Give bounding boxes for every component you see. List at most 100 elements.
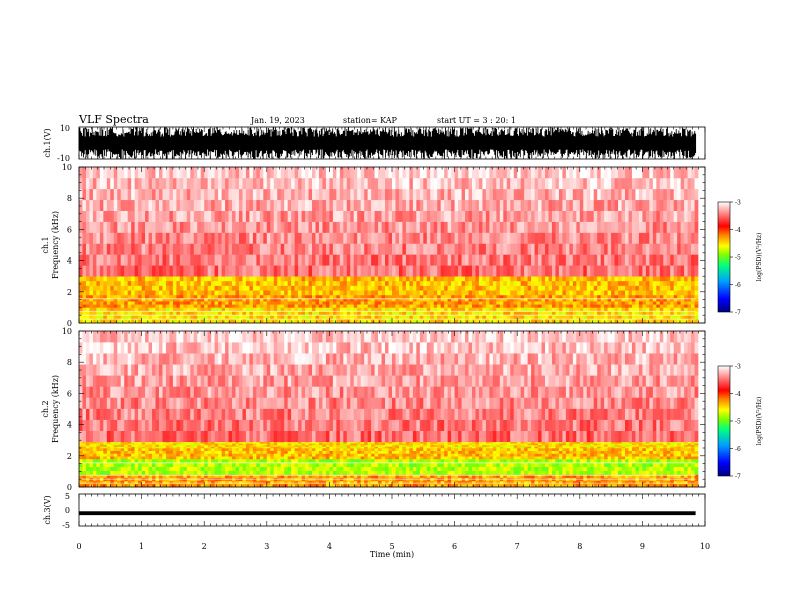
spectrogram-cell [305, 298, 309, 302]
spectrogram-cell [346, 177, 351, 190]
spectrogram-cell [541, 301, 546, 305]
spectrogram-cell [96, 450, 101, 454]
spectrogram-cell [179, 470, 184, 475]
spectrogram-cell [273, 232, 278, 244]
spectrogram-cell [259, 285, 264, 291]
spectrogram-cell [478, 285, 483, 291]
spectrogram-cell [638, 301, 643, 305]
spectrogram-cell [461, 188, 466, 201]
spectrogram-cell [520, 276, 525, 282]
spectrogram-cell [214, 466, 219, 471]
spectrogram-cell [447, 199, 452, 211]
spectrogram-cell [510, 301, 515, 305]
spectrogram-cell [79, 470, 83, 475]
spectrogram-cell [510, 188, 515, 201]
spectrogram-cell [165, 307, 170, 312]
spectrogram-cell [89, 419, 94, 431]
spectrogram-cell [385, 188, 389, 201]
spectrogram-cell [517, 232, 521, 244]
spectrogram-cell [378, 285, 382, 291]
spectrogram-cell [207, 232, 212, 244]
spectrogram-cell [169, 254, 174, 266]
spectrogram-cell [190, 448, 195, 452]
spectrogram-cell [656, 315, 661, 320]
spectrogram-cell [103, 458, 108, 464]
spectrogram-cell [548, 285, 553, 291]
spectrogram-cell [183, 177, 188, 190]
spectrogram-cell [82, 280, 87, 286]
spectrogram-cell [266, 276, 271, 282]
spectrogram-cell [656, 304, 661, 308]
spectrogram-cell [343, 221, 348, 233]
spectrogram-cell [569, 199, 574, 211]
spectrogram-cell [99, 466, 104, 471]
spectrogram-cell [593, 232, 598, 244]
spectrogram-cell [165, 458, 170, 464]
spectrogram-cell [541, 311, 546, 316]
spectrogram-cell [621, 285, 626, 291]
spectrogram-cell [677, 199, 681, 211]
spectrogram-cell [124, 419, 128, 431]
spectrogram-cell [270, 265, 275, 277]
spectrogram-cell [85, 315, 90, 320]
spectrogram-cell [625, 232, 629, 244]
spectrogram-cell [555, 188, 560, 201]
spectrogram-cell [579, 307, 584, 312]
spectrogram-cell [506, 188, 511, 201]
spectrogram-cell [510, 221, 515, 233]
spectrogram-cell [510, 294, 515, 299]
spectrogram-cell [325, 243, 330, 255]
spectrogram-cell [638, 290, 643, 296]
spectrogram-cell [409, 177, 414, 190]
spectrogram-cell [451, 285, 455, 291]
spectrogram-cell [256, 290, 261, 296]
spectrogram-cell [179, 276, 184, 282]
spectrogram-cell [649, 315, 654, 320]
spectrogram-cell [124, 441, 128, 444]
spectrogram-cell [583, 167, 588, 179]
spectrogram-cell [190, 443, 195, 446]
spectrogram-cell [565, 254, 570, 266]
spectrogram-cell [381, 167, 386, 179]
spectrogram-cell [124, 408, 128, 420]
spectrogram-cell [506, 285, 511, 291]
spectrogram-cell [691, 298, 695, 302]
spectrogram-cell [193, 177, 198, 190]
spectrogram-cell [405, 280, 410, 286]
spectrogram-cell [117, 199, 122, 211]
spectrogram-cell [576, 294, 581, 299]
spectrogram-cell [291, 210, 295, 222]
spectrogram-cell [131, 210, 135, 222]
spectrogram-cell [496, 254, 501, 266]
spectrogram-cell [527, 265, 532, 277]
spectrogram-cell [256, 294, 261, 299]
spectrogram-cell [374, 304, 379, 308]
spectrogram-cell [440, 265, 445, 277]
spectrogram-cell [558, 177, 563, 190]
spectrogram-cell [551, 307, 556, 312]
spectrogram-cell [110, 397, 115, 409]
spectrogram-cell [548, 290, 553, 296]
spectrogram-cell [138, 199, 142, 211]
spectrogram-cell [541, 221, 546, 233]
spectrogram-cell [322, 304, 327, 308]
spectrogram-cell [207, 456, 212, 460]
spectrogram-cell [291, 243, 295, 255]
spectrogram-cell [218, 315, 222, 320]
spectrogram-cell [117, 319, 122, 324]
spectrogram-cell [645, 285, 650, 291]
spectrogram-cell [152, 290, 156, 296]
spectrogram-cell [437, 298, 441, 302]
spectrogram-cell [89, 480, 94, 485]
spectrogram-cell [193, 483, 198, 488]
spectrogram-cell [614, 285, 619, 291]
spectrogram-cell [322, 276, 327, 282]
spectrogram-cell [127, 315, 132, 320]
spectrogram-cell [388, 280, 393, 286]
spectrogram-cell [113, 353, 118, 365]
spectrogram-cell [79, 480, 83, 485]
spectrogram-cell [158, 364, 163, 376]
spectrogram-cell [677, 254, 681, 266]
spectrogram-cell [193, 444, 198, 447]
spectrogram-cell [538, 285, 542, 291]
